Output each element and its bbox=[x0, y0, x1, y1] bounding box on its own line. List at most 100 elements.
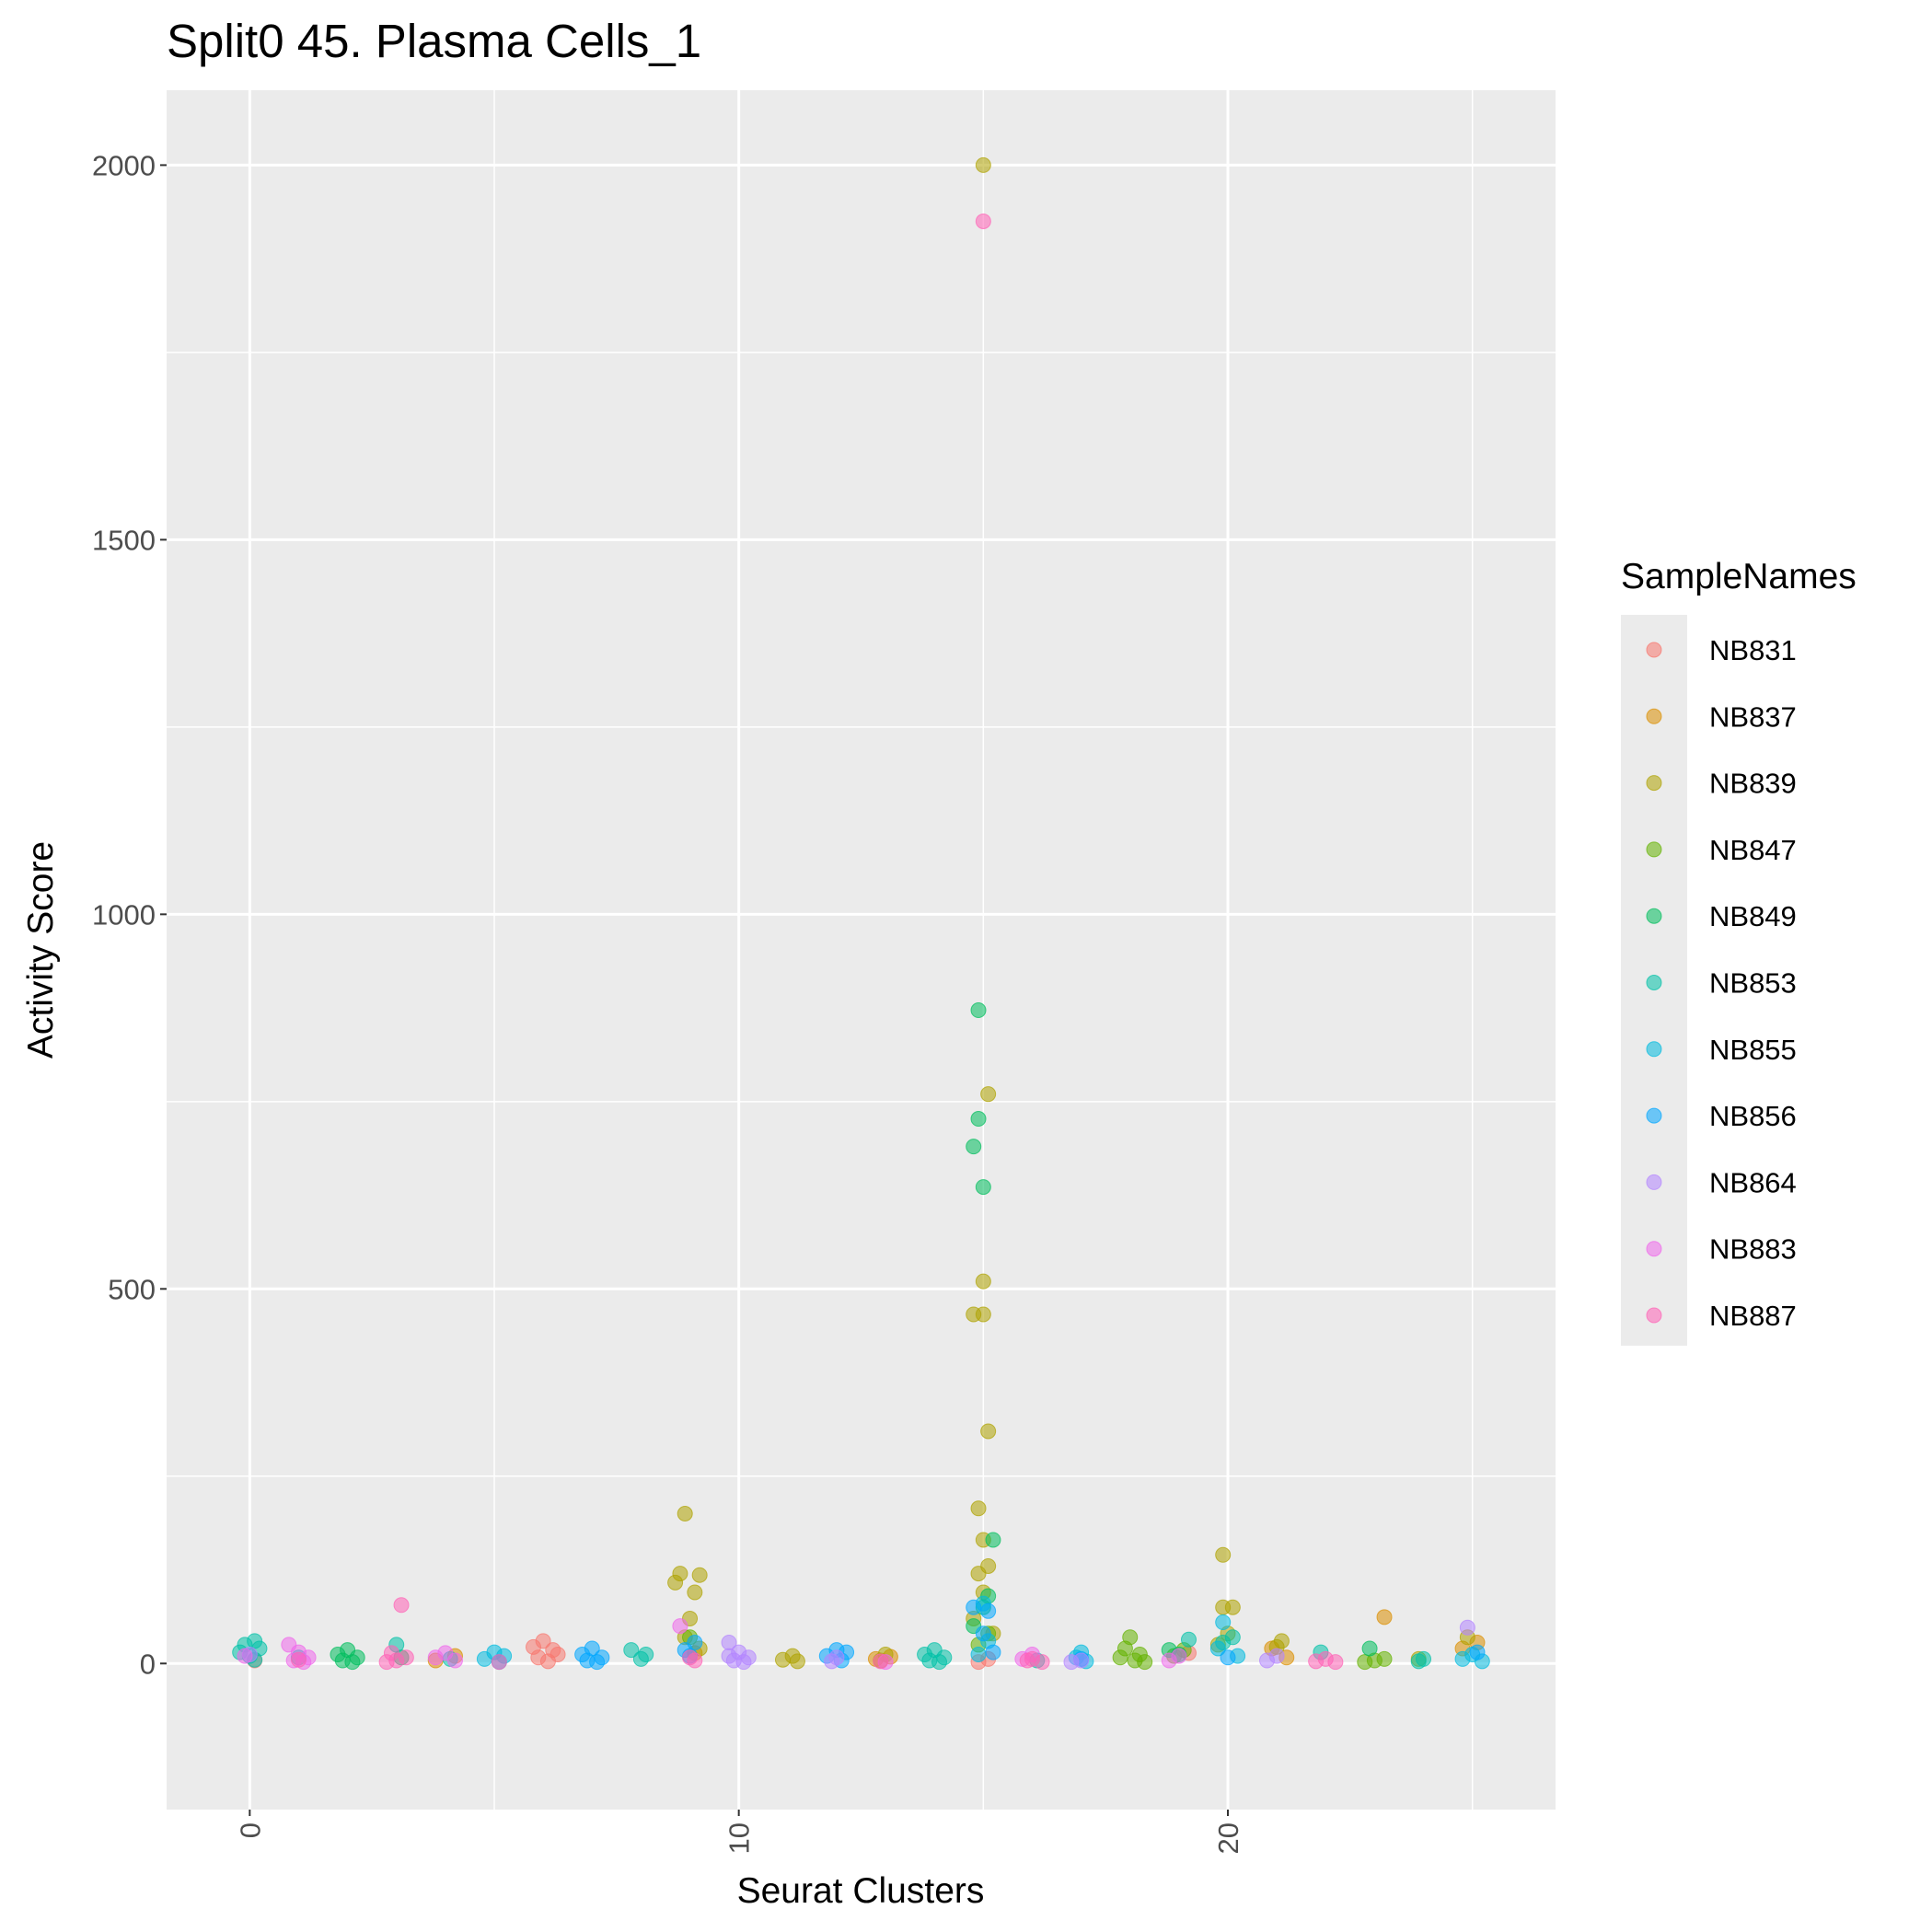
legend-key bbox=[1646, 642, 1662, 658]
data-point bbox=[980, 1086, 997, 1103]
data-point bbox=[824, 1653, 840, 1670]
data-point bbox=[1410, 1653, 1427, 1670]
data-point bbox=[970, 1500, 987, 1517]
chart-title: Split0 45. Plasma Cells_1 bbox=[167, 15, 701, 67]
data-point bbox=[393, 1597, 410, 1614]
legend-label: NB856 bbox=[1709, 1100, 1797, 1132]
data-point bbox=[970, 1111, 987, 1128]
data-point bbox=[985, 1644, 1001, 1660]
data-point bbox=[1327, 1654, 1344, 1671]
data-point bbox=[687, 1652, 703, 1669]
data-point bbox=[550, 1647, 566, 1663]
data-point bbox=[1361, 1640, 1378, 1657]
data-point bbox=[966, 1599, 982, 1615]
legend-label: NB883 bbox=[1709, 1233, 1797, 1266]
legend-key bbox=[1646, 708, 1662, 724]
legend-label: NB847 bbox=[1709, 834, 1797, 866]
data-point bbox=[476, 1650, 492, 1667]
data-point bbox=[446, 1652, 463, 1669]
y-axis-title: Activity Score bbox=[21, 841, 61, 1059]
data-point bbox=[931, 1654, 948, 1671]
data-point bbox=[344, 1654, 361, 1671]
data-point bbox=[975, 1179, 991, 1196]
data-point bbox=[1215, 1546, 1232, 1563]
data-point bbox=[1454, 1650, 1471, 1667]
legend-label: NB839 bbox=[1709, 768, 1797, 800]
data-point bbox=[975, 1625, 991, 1642]
grid-minor bbox=[167, 90, 1556, 1810]
data-point bbox=[290, 1651, 307, 1668]
legend-items: NB831 NB837 NB839 NB847 NB849 NB853 NB855 NB856… bbox=[1646, 634, 1797, 1332]
legend-label: NB864 bbox=[1709, 1166, 1797, 1198]
x-axis-title: Seurat Clusters bbox=[737, 1871, 985, 1911]
data-point bbox=[691, 1567, 708, 1583]
legend-key bbox=[1646, 908, 1662, 924]
data-point bbox=[975, 1306, 991, 1323]
data-point bbox=[623, 1642, 640, 1659]
data-point bbox=[1376, 1650, 1393, 1667]
data-point bbox=[966, 1139, 982, 1155]
data-point bbox=[632, 1650, 649, 1667]
x-tick-label: 10 bbox=[723, 1822, 756, 1854]
data-point bbox=[721, 1634, 737, 1650]
data-point bbox=[677, 1505, 693, 1521]
x-tick-label: 20 bbox=[1212, 1822, 1244, 1854]
axis-ticks bbox=[160, 164, 1230, 1816]
data-point bbox=[789, 1653, 805, 1670]
data-point bbox=[1112, 1649, 1128, 1666]
y-tick-labels: 0 500 1000 1500 2000 bbox=[92, 149, 156, 1680]
y-tick-label: 1500 bbox=[92, 524, 156, 556]
legend-label: NB853 bbox=[1709, 967, 1797, 1000]
legend-key bbox=[1646, 975, 1662, 990]
legend-label: NB849 bbox=[1709, 900, 1797, 932]
legend-label: NB887 bbox=[1709, 1300, 1797, 1332]
data-point bbox=[1469, 1644, 1486, 1660]
legend-key bbox=[1646, 1307, 1662, 1324]
data-point bbox=[237, 1648, 253, 1664]
data-point bbox=[1215, 1614, 1232, 1631]
data-point bbox=[985, 1532, 1001, 1548]
data-point bbox=[1063, 1654, 1080, 1671]
legend-key bbox=[1646, 1174, 1662, 1190]
data-point bbox=[1137, 1654, 1153, 1671]
data-point bbox=[667, 1574, 684, 1591]
data-point bbox=[975, 213, 991, 229]
y-tick-label: 0 bbox=[140, 1648, 156, 1680]
data-point bbox=[1209, 1640, 1226, 1657]
data-point bbox=[1259, 1652, 1276, 1669]
data-point bbox=[774, 1651, 791, 1668]
data-point bbox=[873, 1653, 889, 1670]
legend: SampleNames NB831NB837NB839NB847NB849NB8… bbox=[1621, 557, 1857, 1346]
legend-key bbox=[1646, 1241, 1662, 1257]
y-tick-label: 1000 bbox=[92, 898, 156, 931]
legend-label: NB831 bbox=[1709, 634, 1797, 666]
data-points bbox=[232, 156, 1490, 1671]
data-point bbox=[975, 156, 991, 173]
legend-key bbox=[1646, 1107, 1662, 1124]
data-point bbox=[491, 1654, 507, 1671]
legend-key bbox=[1646, 841, 1662, 858]
data-point bbox=[672, 1618, 688, 1635]
data-point bbox=[970, 1566, 987, 1582]
legend-title: SampleNames bbox=[1621, 557, 1857, 596]
data-point bbox=[378, 1654, 395, 1671]
legend-label: NB855 bbox=[1709, 1034, 1797, 1066]
x-tick-label: 0 bbox=[234, 1822, 266, 1838]
data-point bbox=[526, 1638, 542, 1655]
data-point bbox=[589, 1654, 606, 1671]
plot-panel bbox=[167, 90, 1556, 1810]
data-point bbox=[687, 1584, 703, 1601]
data-point bbox=[970, 1647, 987, 1663]
data-point bbox=[980, 1602, 997, 1619]
data-point bbox=[1019, 1652, 1035, 1669]
grid-major bbox=[167, 90, 1556, 1810]
data-point bbox=[427, 1649, 444, 1666]
data-point bbox=[1224, 1599, 1241, 1615]
data-point bbox=[975, 1273, 991, 1290]
legend-key bbox=[1646, 775, 1662, 792]
data-point bbox=[1161, 1652, 1177, 1669]
data-point bbox=[1357, 1654, 1373, 1671]
y-tick-label: 500 bbox=[108, 1273, 156, 1305]
data-point bbox=[1034, 1654, 1050, 1671]
